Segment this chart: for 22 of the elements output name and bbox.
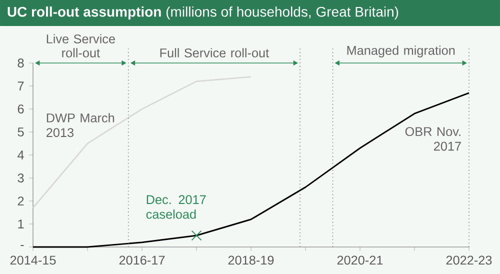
x-tick-label: 2020-21: [337, 256, 383, 265]
y-tick-label: 3: [18, 174, 24, 182]
line-series: [32, 76, 252, 209]
y-tick-label: 5: [18, 128, 24, 136]
x-tick-label: 2014-15: [10, 256, 56, 265]
series-label: DWP March 2013: [46, 113, 114, 138]
y-tick-label: 2: [18, 196, 24, 206]
x-tick-label: 2022-23: [446, 256, 492, 265]
text: Full Service roll-out: [160, 48, 269, 58]
y-tick-label: 7: [18, 82, 24, 90]
chart-title: UC roll-out assumption (millions of households, Great Britain): [8, 6, 398, 20]
text: Managed migration: [347, 46, 455, 58]
x-tick-label: 2016-17: [119, 256, 165, 265]
x-tick-label: 2018-19: [228, 256, 274, 265]
y-tick-label: 8: [18, 58, 24, 68]
annotation: Dec. 2017 caseload: [146, 195, 206, 219]
y-tick-label: 4: [18, 150, 24, 160]
y-tick-label: -: [20, 245, 24, 246]
text: Live Service roll-out: [46, 34, 115, 58]
series-label: OBR Nov. 2017: [405, 127, 461, 151]
y-tick-label: 1: [18, 220, 24, 228]
y-tick-label: 6: [18, 104, 24, 114]
